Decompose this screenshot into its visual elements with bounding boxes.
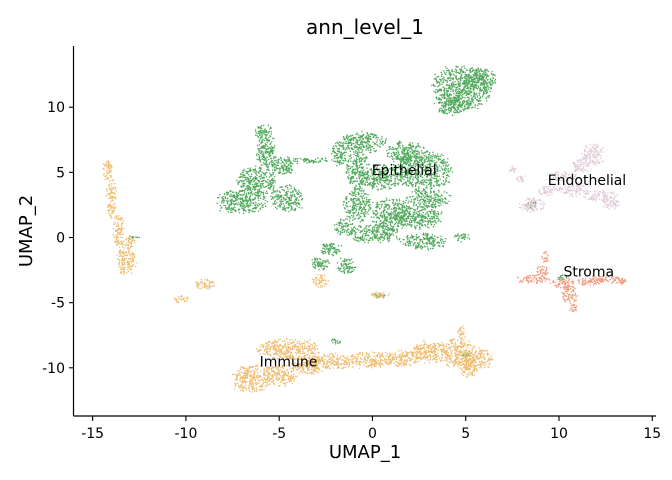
cluster-blob bbox=[330, 141, 347, 167]
y-tick-label: 10 bbox=[47, 100, 65, 116]
cluster-blob bbox=[517, 274, 551, 285]
y-axis-title: UMAP_2 bbox=[16, 195, 37, 267]
cluster-blob bbox=[460, 365, 478, 378]
cluster-blob bbox=[453, 233, 471, 243]
cluster-blob bbox=[457, 325, 466, 339]
cluster-blob bbox=[549, 277, 575, 289]
cluster-blob bbox=[370, 291, 390, 299]
series-3-points bbox=[517, 250, 627, 312]
cluster-blob bbox=[255, 137, 277, 171]
y-axis-ticks: -10 -5 0 5 10 bbox=[42, 100, 74, 377]
cluster-blob bbox=[216, 188, 269, 215]
cluster-blob bbox=[311, 257, 330, 271]
cluster-blob bbox=[391, 150, 454, 190]
cluster-blob bbox=[347, 224, 401, 244]
cluster-blob bbox=[552, 170, 577, 183]
cluster-blob bbox=[558, 181, 589, 197]
cluster-blob bbox=[459, 347, 494, 370]
x-tick-label: 5 bbox=[461, 426, 470, 442]
cluster-label-stroma: Stroma bbox=[563, 264, 614, 280]
x-tick-label: 0 bbox=[368, 426, 377, 442]
cluster-blob bbox=[173, 295, 189, 304]
x-tick-label: -10 bbox=[174, 426, 197, 442]
cluster-blob bbox=[583, 189, 619, 202]
cluster-blob bbox=[333, 218, 356, 236]
cluster-blob bbox=[345, 150, 370, 190]
cluster-blob bbox=[338, 130, 387, 154]
cluster-blob bbox=[590, 274, 622, 284]
cluster-blob bbox=[541, 250, 550, 263]
y-tick-label: -10 bbox=[42, 361, 65, 377]
cluster-blob bbox=[572, 159, 590, 173]
series-2-points bbox=[508, 143, 621, 213]
cluster-blob bbox=[602, 197, 621, 210]
cluster-blob bbox=[561, 285, 579, 305]
cluster-blob bbox=[557, 274, 568, 281]
cluster-blob bbox=[394, 204, 443, 231]
x-axis-ticks: -15 -10 -5 0 5 10 15 bbox=[81, 416, 661, 442]
cluster-blob bbox=[231, 364, 271, 393]
y-tick-label: 5 bbox=[56, 165, 65, 181]
cluster-blob bbox=[613, 277, 627, 285]
cluster-blob bbox=[400, 232, 447, 251]
y-tick-label: 0 bbox=[56, 231, 65, 247]
cluster-blob bbox=[263, 364, 298, 388]
cluster-blob bbox=[255, 337, 320, 362]
cluster-blob bbox=[123, 235, 136, 248]
cluster-blob bbox=[270, 156, 294, 175]
cluster-blob bbox=[384, 349, 420, 368]
x-tick-label: -15 bbox=[81, 426, 104, 442]
cluster-blob bbox=[105, 179, 117, 219]
cluster-blob bbox=[342, 187, 372, 223]
cluster-blob bbox=[536, 265, 549, 279]
point-layer bbox=[102, 65, 627, 393]
cluster-blob bbox=[440, 338, 477, 369]
cluster-blob bbox=[254, 124, 275, 142]
cluster-blob bbox=[236, 165, 276, 197]
cluster-blob bbox=[518, 197, 546, 213]
cluster-label-immune: Immune bbox=[260, 354, 318, 370]
cluster-blob bbox=[330, 338, 341, 345]
cluster-blob bbox=[405, 187, 452, 209]
cluster-blob bbox=[102, 160, 113, 181]
cluster-blob bbox=[270, 184, 304, 213]
cluster-blob bbox=[311, 273, 330, 288]
cluster-blob bbox=[336, 257, 357, 274]
series-0-points bbox=[128, 65, 568, 358]
cluster-blob bbox=[285, 157, 328, 165]
cluster-blob bbox=[433, 92, 471, 117]
series-1-points bbox=[102, 160, 494, 393]
cluster-label-endothelial: Endothelial bbox=[548, 173, 626, 189]
cluster-blob bbox=[116, 244, 137, 275]
cluster-blob bbox=[409, 339, 451, 364]
cluster-blob bbox=[463, 67, 497, 91]
cluster-blob bbox=[580, 143, 604, 166]
cluster-blob bbox=[538, 185, 559, 197]
x-tick-label: 10 bbox=[550, 426, 568, 442]
cluster-blob bbox=[360, 164, 405, 191]
cluster-label-epithelial: Epithelial bbox=[372, 163, 437, 179]
cluster-blob bbox=[515, 175, 527, 183]
cluster-blob bbox=[112, 215, 125, 248]
x-axis-title: UMAP_1 bbox=[329, 442, 401, 463]
cluster-blob bbox=[508, 164, 517, 173]
y-tick-label: -5 bbox=[51, 296, 65, 312]
cluster-blob bbox=[569, 304, 577, 312]
cluster-blob bbox=[348, 351, 391, 370]
chart-title: ann_level_1 bbox=[306, 15, 424, 39]
cluster-labels: Epithelial Endothelial Stroma Immune bbox=[260, 163, 627, 370]
x-tick-label: -5 bbox=[272, 426, 286, 442]
x-tick-label: 15 bbox=[643, 426, 661, 442]
cluster-blob bbox=[320, 242, 343, 257]
cluster-blob bbox=[308, 352, 354, 370]
cluster-blob bbox=[195, 278, 215, 290]
